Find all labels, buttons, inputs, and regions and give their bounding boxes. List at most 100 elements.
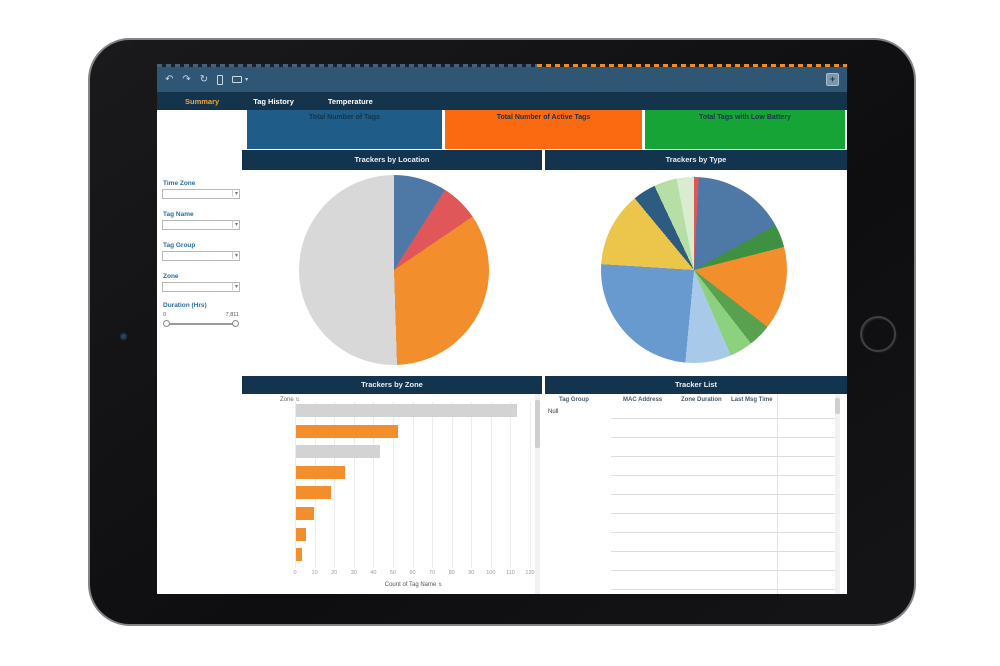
x-tick-label: 60	[409, 570, 416, 576]
zone-bar[interactable]	[296, 445, 381, 459]
camera-icon	[121, 334, 126, 339]
gridline	[412, 402, 414, 568]
tag-name-dropdown[interactable]	[162, 220, 240, 230]
panel-trackers-by-type: Trackers by Type	[545, 150, 847, 374]
time-zone-dropdown[interactable]	[162, 189, 240, 199]
zone-bar-plot	[295, 402, 532, 568]
table-row-divider	[611, 532, 835, 533]
app-toolbar: ↶ ↷ ↻ ▾ +	[157, 67, 847, 92]
table-column-divider	[777, 394, 778, 594]
gridline	[373, 402, 375, 568]
table-row-divider	[611, 437, 835, 438]
table-row-divider	[611, 551, 835, 552]
tab-bar: Summary Tag History Temperature	[157, 92, 847, 110]
gridline	[353, 402, 355, 568]
sort-icon[interactable]: ⇅	[438, 582, 443, 588]
col-header-tag-group[interactable]: Tag Group	[559, 397, 589, 403]
duration-range-values: 0 7,811	[163, 312, 239, 318]
zone-bar[interactable]	[296, 548, 302, 562]
panel-title: Tracker List	[545, 376, 847, 394]
gridline	[530, 402, 531, 568]
duration-slider	[163, 320, 239, 327]
gridline	[334, 402, 336, 568]
col-header-mac-address[interactable]: MAC Address	[623, 397, 663, 403]
zone-ticks: 0 10 20 30 40 50 60 70 80 90 100 110 120	[293, 570, 534, 578]
filter-sidebar: Time Zone Tag Name Tag Group Zone Durati…	[157, 110, 245, 594]
gridline	[451, 402, 453, 568]
x-tick-label: 70	[429, 570, 436, 576]
table-cell-tag-group[interactable]: Null	[548, 409, 559, 415]
kpi-low-battery-tags[interactable]: Total Tags with Low Battery	[645, 110, 845, 149]
gridline	[471, 402, 473, 568]
share-icon[interactable]	[232, 76, 243, 83]
panel-trackers-by-location: Trackers by Location	[242, 150, 542, 374]
zone-bar[interactable]	[296, 486, 332, 500]
panel-title: Trackers by Zone	[242, 376, 542, 394]
tab-summary[interactable]: Summary	[185, 96, 220, 106]
zone-scrollbar-thumb[interactable]	[535, 400, 540, 448]
tab-tag-history[interactable]: Tag History	[253, 96, 294, 106]
zone-axis-label[interactable]: Count of Tag Name ⇅	[384, 582, 443, 588]
panel-title: Trackers by Type	[545, 150, 847, 170]
filter-label-zone: Zone	[163, 273, 179, 280]
duration-slider-handle-max[interactable]	[232, 320, 239, 327]
col-header-last-msg-time[interactable]: Last Msg Time	[731, 397, 773, 403]
pie-trackers-by-type[interactable]	[601, 177, 787, 363]
table-row-divider	[611, 513, 835, 514]
table-row-divider	[611, 456, 835, 457]
duration-min: 0	[163, 312, 167, 318]
duration-slider-handle-min[interactable]	[163, 320, 170, 327]
zone-scrollbar[interactable]	[535, 394, 540, 594]
table-row-divider	[611, 589, 835, 590]
x-tick-label: 20	[331, 570, 338, 576]
list-scrollbar-thumb[interactable]	[835, 398, 840, 414]
device-icon[interactable]	[217, 74, 224, 85]
kpi-total-tags[interactable]: Total Number of Tags	[247, 110, 442, 149]
zone-bar[interactable]	[296, 404, 518, 417]
panel-tracker-list: Tracker List Tag Group MAC Address Zone …	[545, 376, 847, 594]
x-tick-label: 0	[293, 570, 297, 576]
x-tick-label: 110	[506, 570, 515, 576]
tab-temperature[interactable]: Temperature	[327, 96, 373, 106]
zone-dropdown[interactable]	[162, 282, 240, 292]
progress-strip-left	[157, 64, 537, 67]
pie-trackers-by-location[interactable]	[299, 175, 489, 365]
table-row-divider	[611, 494, 835, 495]
redo-icon[interactable]: ↷	[182, 73, 191, 85]
share-dropdown-caret-icon[interactable]: ▾	[245, 77, 249, 83]
kpi-label: Total Tags with Low Battery	[699, 114, 791, 121]
zone-bar[interactable]	[296, 527, 306, 541]
panel-trackers-by-zone: Trackers by Zone Zone ⇅ 0 10 20 30 40 50 60 70 8…	[242, 376, 542, 594]
zone-bar[interactable]	[296, 465, 345, 479]
duration-max: 7,811	[225, 312, 239, 318]
refresh-icon[interactable]: ↻	[199, 73, 209, 85]
home-button[interactable]	[860, 316, 896, 352]
zone-column-header[interactable]: Zone ⇅	[280, 397, 300, 403]
kpi-active-tags[interactable]: Total Number of Active Tags	[445, 110, 642, 149]
x-tick-label: 30	[350, 570, 357, 576]
x-tick-label: 40	[370, 570, 377, 576]
x-tick-label: 80	[448, 570, 455, 576]
filter-label-time-zone: Time Zone	[163, 180, 196, 187]
x-tick-label: 120	[525, 570, 535, 576]
x-tick-label: 10	[311, 570, 318, 576]
undo-icon[interactable]: ↶	[165, 73, 174, 85]
table-row-divider	[611, 475, 835, 476]
top-progress-strip	[157, 64, 847, 67]
gridline	[510, 402, 512, 568]
list-scrollbar[interactable]	[835, 394, 840, 594]
gridline	[490, 402, 492, 568]
sort-icon[interactable]: ⇅	[295, 397, 300, 403]
progress-strip-right	[537, 64, 847, 67]
gridline	[432, 402, 434, 568]
filter-label-duration: Duration (Hrs)	[163, 302, 207, 309]
tablet-frame: ↶ ↷ ↻ ▾ + Summary Tag History Temperatur…	[88, 38, 916, 626]
tag-group-dropdown[interactable]	[162, 251, 240, 261]
table-row-divider	[611, 570, 835, 571]
fullscreen-icon[interactable]: +	[826, 73, 839, 86]
col-header-zone-duration[interactable]: Zone Duration	[681, 397, 722, 403]
zone-bar[interactable]	[296, 424, 398, 438]
gridline	[392, 402, 394, 568]
zone-bar[interactable]	[296, 507, 314, 520]
dashboard-screen: ↶ ↷ ↻ ▾ + Summary Tag History Temperatur…	[157, 64, 847, 594]
